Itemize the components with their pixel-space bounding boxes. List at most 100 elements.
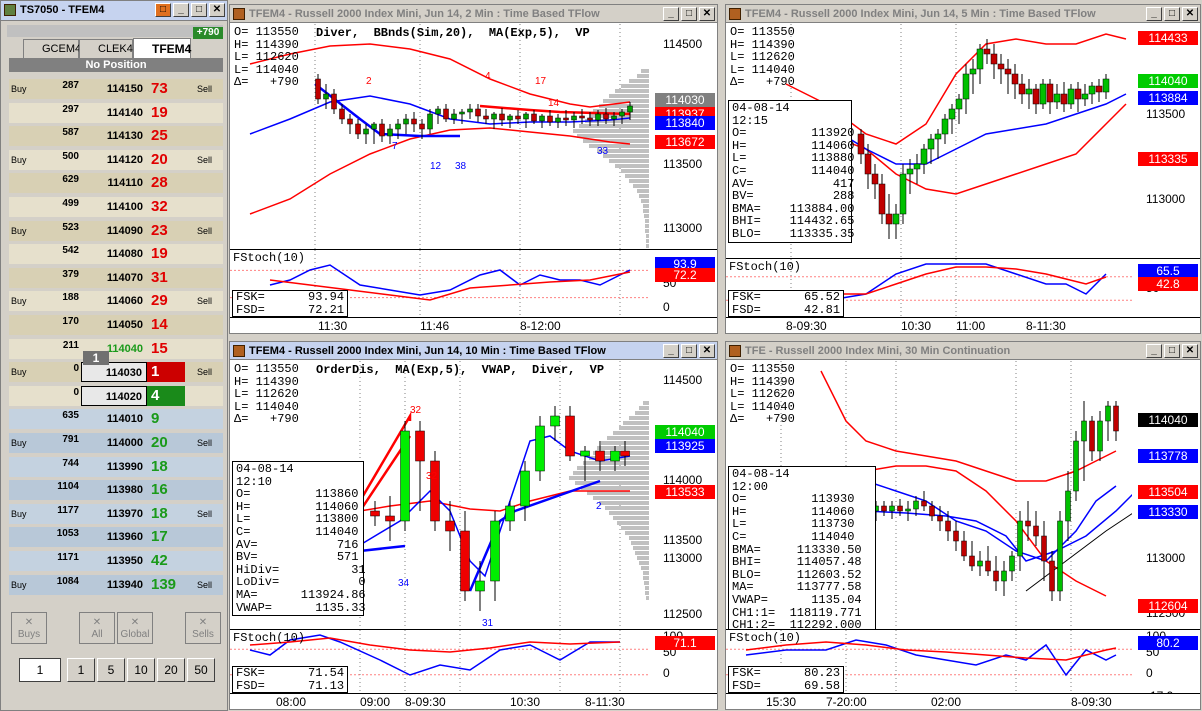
- price-cell[interactable]: 113990: [106, 460, 143, 473]
- ladder-row[interactable]: 635 114010 9: [9, 409, 223, 430]
- price-cell[interactable]: 113950: [106, 555, 143, 567]
- ladder-title-bar[interactable]: TS7050 - TFEM4 □ _ □ ✕: [1, 1, 227, 21]
- sell-cell[interactable]: Sell: [197, 84, 213, 94]
- sell-cell[interactable]: [197, 409, 221, 429]
- close-button[interactable]: ✕: [1182, 7, 1198, 21]
- cancel-all-button[interactable]: ✕ All: [79, 612, 115, 644]
- sell-cell[interactable]: [197, 268, 221, 288]
- cancel-global-button[interactable]: ✕ Global: [117, 612, 153, 644]
- chart-pane[interactable]: 32 32 34 31 2 114500 114000 113500 113000 112500 1…: [230, 361, 717, 709]
- buy-cell[interactable]: Buy: [11, 367, 27, 378]
- sell-cell[interactable]: [197, 457, 221, 477]
- sell-cell[interactable]: [197, 126, 221, 146]
- chart-title-bar[interactable]: TFEM4 - Russell 2000 Index Mini, Jun 14,…: [230, 5, 717, 23]
- close-button[interactable]: ✕: [1182, 344, 1198, 358]
- price-cell[interactable]: 113970: [106, 507, 143, 520]
- maximize-button[interactable]: □: [1164, 7, 1180, 21]
- chart-pane[interactable]: 1140001135001130001144331140401138841133…: [726, 24, 1200, 333]
- ladder-row[interactable]: 170 114050 14: [9, 315, 223, 335]
- ladder-row[interactable]: 542 114080 19: [9, 244, 223, 265]
- chart-title-bar[interactable]: TFEM4 - Russell 2000 Index Mini, Jun 14,…: [230, 342, 717, 360]
- close-button[interactable]: ✕: [209, 3, 225, 17]
- price-cell[interactable]: 114070: [106, 271, 143, 284]
- minimize-button[interactable]: _: [1146, 344, 1162, 358]
- tab-gcem4[interactable]: GCEM4: [23, 39, 81, 59]
- price-cell[interactable]: 114030: [81, 362, 147, 383]
- price-cell[interactable]: 114150: [106, 83, 143, 95]
- ladder-row[interactable]: 499 114100 32: [9, 197, 223, 217]
- sell-cell[interactable]: Sell: [197, 508, 213, 519]
- price-cell[interactable]: 114040: [106, 342, 143, 355]
- buy-cell[interactable]: Buy: [11, 225, 27, 236]
- buy-cell[interactable]: Buy: [11, 579, 27, 590]
- sell-cell[interactable]: Sell: [197, 367, 213, 378]
- ladder-row[interactable]: 587 114130 25: [9, 126, 223, 147]
- price-cell[interactable]: 113960: [106, 531, 143, 544]
- sell-cell[interactable]: [197, 315, 221, 335]
- ladder-row[interactable]: 379 114070 31: [9, 267, 223, 288]
- sell-cell[interactable]: [197, 197, 221, 217]
- price-cell[interactable]: 114010: [106, 413, 143, 426]
- chart-title-bar[interactable]: TFEM4 - Russell 2000 Index Mini, Jun 14,…: [726, 5, 1200, 23]
- qty-preset-20[interactable]: 20: [157, 658, 185, 682]
- ladder-row[interactable]: 1053 113960 17: [9, 527, 223, 548]
- sell-cell[interactable]: [197, 551, 221, 571]
- price-cell[interactable]: 114020: [81, 385, 147, 406]
- minimize-button[interactable]: _: [663, 344, 679, 358]
- tab-tfem4[interactable]: TFEM4: [133, 38, 191, 60]
- ladder-row[interactable]: Buy 791 114000 20 Sell: [9, 433, 223, 453]
- cancel-sells-button[interactable]: ✕ Sells: [185, 612, 221, 644]
- qty-preset-5[interactable]: 5: [97, 658, 125, 682]
- settings-icon[interactable]: □: [155, 3, 171, 17]
- price-cell[interactable]: 114050: [106, 319, 143, 331]
- ladder-row[interactable]: Buy 500 114120 20 Sell: [9, 149, 223, 170]
- sell-cell[interactable]: Sell: [197, 296, 213, 307]
- price-plot[interactable]: 32 32 34 31 2: [230, 361, 649, 629]
- ladder-row[interactable]: Buy 188 114060 29 Sell: [9, 291, 223, 312]
- price-cell[interactable]: 114100: [106, 201, 143, 213]
- ladder-row[interactable]: 1104 113980 16: [9, 480, 223, 501]
- sell-cell[interactable]: Sell: [197, 579, 213, 590]
- ladder-row[interactable]: 1171 113950 42: [9, 551, 223, 571]
- chart-pane[interactable]: 113000 112500 114040 113778 113504 113330 1126…: [726, 361, 1200, 709]
- sell-cell[interactable]: [197, 527, 221, 547]
- ladder-row[interactable]: 0 114020 4: [9, 385, 223, 406]
- sell-cell[interactable]: Sell: [197, 438, 213, 448]
- price-cell[interactable]: 114110: [107, 177, 144, 190]
- close-button[interactable]: ✕: [699, 7, 715, 21]
- ladder-row[interactable]: 629 114110 28: [9, 173, 223, 194]
- ladder-row[interactable]: 297 114140 19: [9, 102, 223, 123]
- ladder-row[interactable]: Buy 287 114150 73 Sell: [9, 79, 223, 99]
- price-plot[interactable]: [726, 361, 1132, 629]
- minimize-button[interactable]: _: [173, 3, 189, 17]
- sell-cell[interactable]: Sell: [197, 225, 213, 236]
- price-plot[interactable]: [726, 24, 1132, 258]
- qty-preset-50[interactable]: 50: [187, 658, 215, 682]
- ladder-row[interactable]: 211 114040 15: [9, 338, 223, 359]
- maximize-button[interactable]: □: [681, 344, 697, 358]
- price-cell[interactable]: 114130: [106, 130, 143, 143]
- price-cell[interactable]: 114060: [106, 295, 143, 308]
- price-cell[interactable]: 114120: [106, 153, 143, 166]
- price-cell[interactable]: 113940: [106, 578, 143, 591]
- buy-cell[interactable]: Buy: [11, 296, 27, 307]
- price-cell[interactable]: 114000: [106, 437, 143, 449]
- close-button[interactable]: ✕: [699, 344, 715, 358]
- maximize-button[interactable]: □: [1164, 344, 1180, 358]
- quantity-input[interactable]: 1: [19, 658, 61, 682]
- minimize-button[interactable]: _: [663, 7, 679, 21]
- sell-cell[interactable]: [197, 386, 221, 406]
- ladder-row[interactable]: Buy 1084 113940 139 Sell: [9, 574, 223, 595]
- price-cell[interactable]: 114140: [106, 106, 143, 119]
- price-cell[interactable]: 114080: [106, 248, 143, 261]
- price-cell[interactable]: 114090: [106, 224, 143, 237]
- maximize-button[interactable]: □: [191, 3, 207, 17]
- maximize-button[interactable]: □: [681, 7, 697, 21]
- qty-preset-10[interactable]: 10: [127, 658, 155, 682]
- chart-pane[interactable]: 2417147123833114500114000113500113000114…: [230, 24, 717, 333]
- minimize-button[interactable]: _: [1146, 7, 1162, 21]
- chart-title-bar[interactable]: TFE - Russell 2000 Index Mini, 30 Min Co…: [726, 342, 1200, 360]
